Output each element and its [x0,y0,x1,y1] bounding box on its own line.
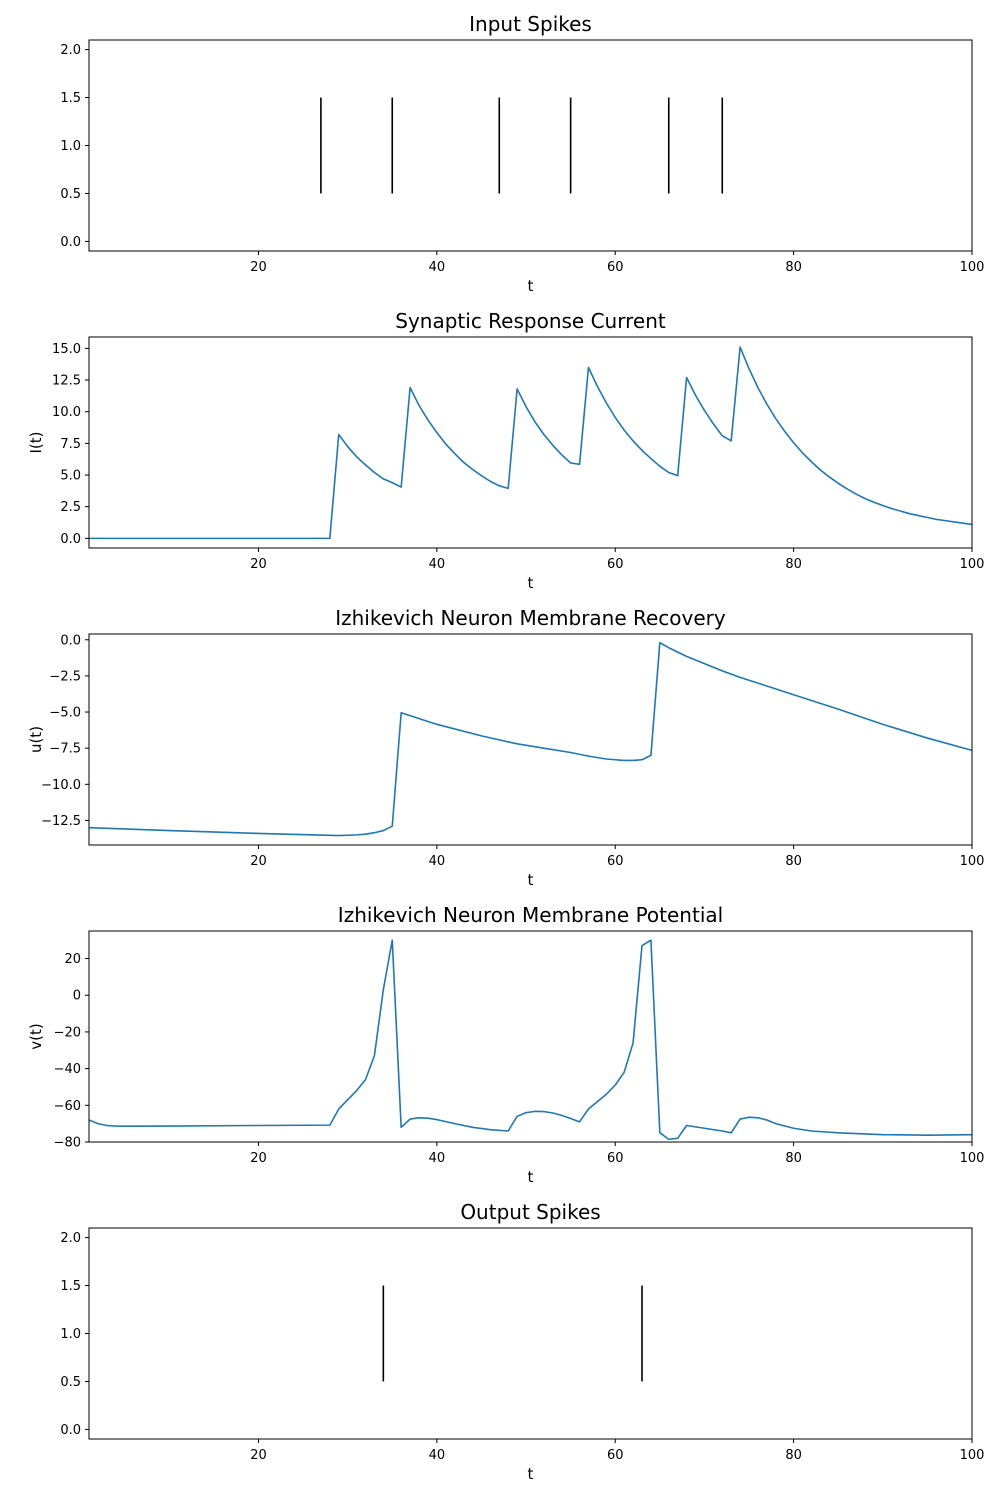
y-tick-label: 1.0 [60,1327,81,1342]
y-tick-label: 0.0 [60,532,81,547]
x-tick-label: 60 [607,1151,624,1166]
chart-panel-5: Output Spikes 20 40 60 80 100 0.0 0.5 1.0 1.5 2.0 t [60,1200,984,1483]
plot-frame [88,930,973,1143]
x-tick-label: 100 [960,557,985,572]
x-tick-label: 60 [607,854,624,869]
x-tick-label: 20 [250,1448,267,1463]
x-tick-label: 100 [960,260,985,275]
y-tick-label: 0.0 [60,235,81,250]
y-axis-label: v(t) [27,1023,45,1049]
x-tick-label: 40 [429,854,446,869]
y-tick-label: −80 [54,1136,81,1151]
x-tick-label: 80 [785,1448,802,1463]
x-tick-label: 80 [785,854,802,869]
y-tick-label: 1.5 [60,91,81,106]
x-tick-label: 80 [785,1151,802,1166]
y-tick-label: −20 [54,1025,81,1040]
plot-frame [88,633,973,846]
y-tick-label: 1.5 [60,1279,81,1294]
series-line [89,346,973,540]
y-tick-label: −60 [54,1099,81,1114]
x-tick-label: 20 [250,260,267,275]
x-tick-label: 40 [429,1448,446,1463]
x-tick-label: 80 [785,557,802,572]
plot-frame [88,39,973,252]
x-tick-label: 20 [250,557,267,572]
x-tick-label: 20 [250,1151,267,1166]
x-tick-label: 60 [607,557,624,572]
y-axis-label: I(t) [27,431,45,453]
x-tick-label: 20 [250,854,267,869]
series-line [88,939,973,1141]
chart-panel-2: Synaptic Response Current 20 40 60 80 100 0.0 2… [27,309,984,592]
series-line [88,641,973,837]
y-tick-label: 10.0 [52,405,81,420]
y-tick-label: 2.5 [60,500,81,515]
x-tick-label: 100 [960,1151,985,1166]
x-tick-label: 40 [429,260,446,275]
y-tick-label: 0.5 [60,187,81,202]
chart-title: Izhikevich Neuron Membrane Potential [338,903,723,927]
y-tick-label: −12.5 [41,814,81,829]
x-tick-label: 100 [960,1448,985,1463]
x-tick-label: 40 [429,557,446,572]
x-axis-label: t [528,871,534,889]
y-tick-label: 2.0 [60,43,81,58]
y-tick-label: −2.5 [49,669,81,684]
y-tick-label: 5.0 [60,469,81,484]
y-tick-label: −5.0 [49,706,81,721]
x-tick-label: 40 [429,1151,446,1166]
x-tick-label: 60 [607,260,624,275]
y-tick-label: 0.0 [60,1423,81,1438]
y-tick-label: 12.5 [52,374,81,389]
y-axis-label: u(t) [27,726,45,753]
y-tick-label: 0 [73,989,81,1004]
y-tick-label: 15.0 [52,342,81,357]
y-tick-label: −7.5 [49,742,81,757]
x-tick-label: 80 [785,260,802,275]
x-axis-label: t [528,574,534,592]
x-axis-label: t [528,1168,534,1186]
x-axis-label: t [528,277,534,295]
chart-panel-3: Izhikevich Neuron Membrane Recovery 20 40 6… [27,606,984,889]
y-tick-label: −10.0 [41,778,81,793]
chart-title: Synaptic Response Current [395,309,666,333]
plot-frame [88,1227,973,1440]
chart-title: Input Spikes [469,12,592,36]
y-tick-label: −40 [54,1062,81,1077]
x-axis-label: t [528,1465,534,1483]
chart-panel-4: Izhikevich Neuron Membrane Potential 20 40… [27,903,984,1186]
plot-frame [88,336,973,549]
y-tick-label: 1.0 [60,139,81,154]
y-tick-label: 0.0 [60,633,81,648]
x-tick-label: 100 [960,854,985,869]
chart-title: Output Spikes [460,1200,600,1224]
y-tick-label: 20 [64,952,81,967]
chart-panel-1: Input Spikes 20 40 60 80 100 0.0 0.5 1.0 1.5 2.0 t [60,12,984,295]
y-tick-label: 2.0 [60,1231,81,1246]
chart-title: Izhikevich Neuron Membrane Recovery [335,606,726,630]
x-tick-label: 60 [607,1448,624,1463]
y-tick-label: 0.5 [60,1375,81,1390]
y-tick-label: 7.5 [60,437,81,452]
